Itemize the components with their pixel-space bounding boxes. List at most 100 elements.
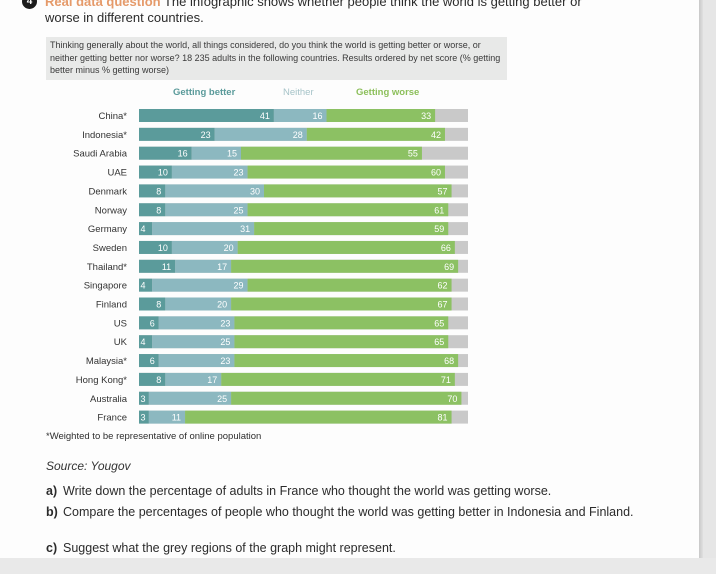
bar-segment-neither xyxy=(152,222,255,236)
category-label: US xyxy=(114,318,127,329)
category-label: Singapore xyxy=(84,281,127,292)
data-label-better: 10 xyxy=(158,168,168,178)
data-label-worse: 67 xyxy=(438,300,448,310)
data-label-neither: 16 xyxy=(313,111,323,121)
bar-segment-neither xyxy=(273,109,327,122)
data-label-neither: 11 xyxy=(172,413,181,423)
data-label-neither: 31 xyxy=(240,224,250,234)
bar-segment-worse xyxy=(247,278,452,292)
data-label-neither: 15 xyxy=(227,149,237,159)
category-label: Saudi Arabia xyxy=(73,149,128,160)
category-label: Sweden xyxy=(93,243,127,254)
bar-segment-neither xyxy=(148,410,186,424)
category-label: UAE xyxy=(107,168,127,179)
data-label-neither: 23 xyxy=(234,168,244,178)
data-label-neither: 23 xyxy=(220,318,230,328)
data-label-better: 8 xyxy=(156,205,161,215)
data-label-better: 23 xyxy=(201,130,211,140)
question-number-badge: 4 xyxy=(22,0,37,9)
survey-question-box: Thinking generally about the world, all … xyxy=(46,37,507,80)
data-label-worse: 65 xyxy=(434,337,444,347)
category-label: Norway xyxy=(95,205,127,216)
source-citation: Source: Yougov xyxy=(46,459,131,473)
data-label-neither: 17 xyxy=(207,375,217,385)
bar-segment-better xyxy=(139,278,153,292)
category-label: UK xyxy=(114,337,128,348)
bar-segment-better xyxy=(139,391,149,405)
data-label-neither: 20 xyxy=(217,300,227,310)
scrollbar-track[interactable] xyxy=(703,0,716,558)
bar-segment-worse xyxy=(185,410,452,424)
legend-getting-worse: Getting worse xyxy=(356,87,420,98)
question-line-1: Real data question The infographic shows… xyxy=(45,0,582,10)
category-label: Denmark xyxy=(88,186,127,197)
bar-segment-worse xyxy=(247,203,449,217)
data-label-worse: 59 xyxy=(434,224,444,234)
bar-segment-neither xyxy=(152,278,248,292)
bar-segment-worse xyxy=(234,316,449,330)
data-label-better: 8 xyxy=(156,375,161,385)
bar-segment-worse xyxy=(254,222,449,236)
bar-segment-worse xyxy=(231,259,459,273)
data-label-better: 4 xyxy=(141,224,146,234)
data-label-neither: 30 xyxy=(250,186,260,196)
data-label-worse: 60 xyxy=(431,168,441,178)
bar-segment-worse xyxy=(234,354,459,368)
data-label-better: 6 xyxy=(150,318,155,328)
bar-segment-worse xyxy=(234,335,449,349)
footnote: *Weighted to be representative of online… xyxy=(46,431,262,442)
data-label-better: 3 xyxy=(141,413,146,423)
bar-segment-worse xyxy=(306,127,445,141)
question-line-2: worse in different countries. xyxy=(45,10,204,25)
data-label-worse: 61 xyxy=(434,205,444,215)
category-label: Finland xyxy=(96,300,127,311)
data-label-neither: 25 xyxy=(217,394,227,404)
subquestion-text: Suggest what the grey regions of the gra… xyxy=(63,541,396,555)
category-label: Malaysia* xyxy=(86,356,127,367)
question-text-1: The infographic shows whether people thi… xyxy=(163,0,582,9)
data-label-worse: 71 xyxy=(441,375,451,385)
bar-segment-neither xyxy=(175,259,232,273)
legend-neither: Neither xyxy=(283,87,314,98)
data-label-better: 16 xyxy=(178,149,188,159)
data-label-neither: 29 xyxy=(234,281,244,291)
bar-segment-better xyxy=(139,372,166,386)
bar-segment-better xyxy=(139,240,172,254)
data-label-worse: 68 xyxy=(444,356,454,366)
bar-segment-better xyxy=(139,259,176,273)
category-label: Indonesia* xyxy=(82,130,127,141)
data-label-neither: 25 xyxy=(234,205,244,215)
bar-segment-neither xyxy=(214,127,307,141)
data-label-worse: 33 xyxy=(421,111,431,121)
bottom-strip xyxy=(0,558,716,574)
bar-segment-worse xyxy=(231,391,462,405)
data-label-worse: 81 xyxy=(438,413,448,423)
data-label-worse: 42 xyxy=(431,130,441,140)
data-label-neither: 25 xyxy=(220,337,230,347)
data-label-neither: 23 xyxy=(220,356,230,366)
data-label-worse: 69 xyxy=(444,262,454,272)
bar-segment-neither xyxy=(165,297,232,311)
data-label-better: 8 xyxy=(156,300,161,310)
page: 4 Real data question The infographic sho… xyxy=(0,0,699,558)
bar-segment-neither xyxy=(165,203,248,217)
data-label-neither: 17 xyxy=(217,262,227,272)
bar-segment-neither xyxy=(158,316,235,330)
bar-segment-neither xyxy=(165,184,265,198)
data-label-better: 41 xyxy=(260,111,270,121)
bar-segment-neither xyxy=(148,391,232,405)
subquestion-label: b) xyxy=(46,505,58,519)
bar-segment-neither xyxy=(158,354,235,368)
bar-segment-worse xyxy=(326,109,436,122)
bar-segment-better xyxy=(139,354,159,368)
bar-segment-worse xyxy=(221,372,455,386)
data-label-better: 3 xyxy=(141,394,146,404)
bar-segment-better xyxy=(139,165,172,179)
question-tag: Real data question xyxy=(45,0,161,9)
bar-segment-worse xyxy=(240,146,422,160)
data-label-worse: 57 xyxy=(438,186,448,196)
bar-segment-better xyxy=(139,316,159,330)
data-label-worse: 65 xyxy=(434,318,444,328)
bar-segment-better xyxy=(139,335,153,349)
